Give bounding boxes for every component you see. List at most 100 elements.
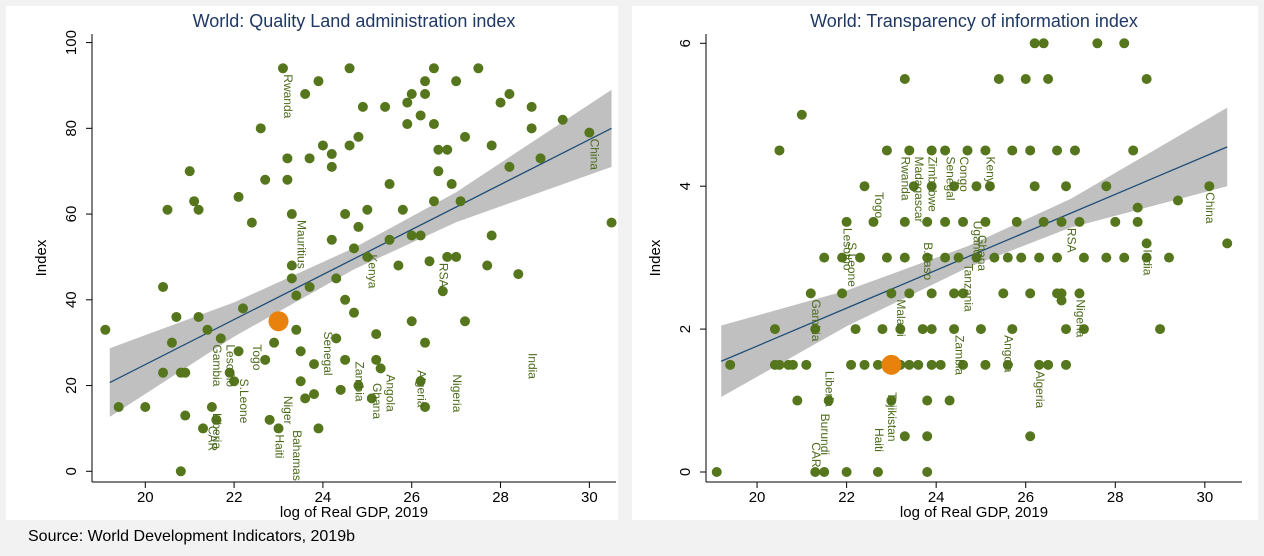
data-point — [344, 63, 355, 74]
data-point — [424, 256, 435, 267]
data-point — [801, 359, 812, 370]
point-label: Tanzania — [961, 264, 975, 312]
data-point — [917, 324, 928, 335]
data-point — [1155, 324, 1166, 335]
data-point — [823, 395, 834, 406]
point-label: Mauritius — [295, 220, 309, 269]
data-point — [922, 252, 933, 263]
point-label: Haiti — [872, 428, 886, 452]
data-point — [162, 204, 173, 215]
x-tick-label: 20 — [749, 489, 766, 506]
data-point — [180, 410, 191, 421]
highlight-point — [268, 311, 289, 332]
data-point — [774, 145, 785, 156]
data-point — [899, 252, 910, 263]
data-point — [940, 252, 951, 263]
data-point — [486, 230, 497, 241]
data-point — [1101, 252, 1112, 263]
data-point — [872, 466, 883, 477]
data-point — [1092, 38, 1103, 49]
point-label: Kenya — [984, 156, 998, 190]
data-point — [295, 376, 306, 387]
data-point — [895, 324, 906, 335]
data-point — [286, 273, 297, 284]
y-tick-label: 2 — [677, 325, 694, 333]
data-point — [433, 144, 444, 155]
data-point — [958, 288, 969, 299]
data-point — [1074, 216, 1085, 227]
data-point — [184, 166, 195, 177]
data-point — [769, 324, 780, 335]
data-point — [282, 174, 293, 185]
data-point — [300, 89, 311, 100]
panel — [6, 6, 618, 520]
data-point — [255, 123, 266, 134]
data-point — [202, 324, 213, 335]
data-point — [1007, 324, 1018, 335]
data-point — [711, 466, 722, 477]
data-point — [446, 179, 457, 190]
data-point — [291, 290, 302, 301]
point-label: RSA — [1064, 228, 1078, 253]
point-label: Angola — [383, 374, 397, 412]
data-point — [1141, 238, 1152, 249]
data-point — [980, 216, 991, 227]
point-label: China — [1203, 192, 1217, 224]
data-point — [841, 466, 852, 477]
y-tick-label: 0 — [677, 468, 694, 476]
x-tick-label: 30 — [1196, 489, 1213, 506]
data-point — [357, 101, 368, 112]
point-label: Senegal — [321, 332, 335, 376]
data-point — [353, 221, 364, 232]
data-point — [349, 307, 359, 318]
point-label: Gambia — [210, 344, 224, 386]
data-point — [158, 367, 169, 378]
data-point — [113, 401, 124, 412]
data-point — [442, 251, 453, 262]
data-point — [1056, 216, 1067, 227]
data-point — [922, 216, 933, 227]
data-point — [787, 359, 798, 370]
data-point — [495, 97, 506, 108]
data-point — [295, 346, 306, 357]
data-point — [1029, 181, 1040, 192]
data-point — [859, 359, 870, 370]
highlight-point — [881, 354, 902, 375]
data-point — [899, 431, 910, 442]
point-label: Togo — [250, 344, 264, 370]
data-point — [326, 149, 337, 160]
data-point — [926, 181, 937, 192]
data-point — [1078, 324, 1089, 335]
plot: World: Quality Land administration index… — [33, 11, 617, 521]
point-label: S.Leone — [237, 379, 251, 424]
data-point — [353, 380, 364, 391]
data-point — [1074, 288, 1085, 299]
data-point — [944, 395, 955, 406]
data-point — [1061, 181, 1072, 192]
data-point — [904, 288, 915, 299]
point-label: Zambia — [352, 362, 366, 402]
data-point — [841, 216, 852, 227]
point-label: Haiti — [272, 434, 286, 458]
point-label: Niger — [281, 396, 295, 425]
point-label: S.Leone — [845, 242, 859, 287]
point-label: RSA — [437, 263, 451, 288]
data-point — [850, 324, 861, 335]
data-point — [971, 252, 982, 263]
data-point — [926, 288, 937, 299]
data-point — [420, 337, 431, 348]
data-point — [913, 359, 924, 370]
y-tick-label: 40 — [63, 291, 80, 308]
data-point — [1038, 38, 1049, 49]
data-point — [810, 324, 821, 335]
data-point — [504, 89, 515, 100]
point-label: Togo — [872, 192, 886, 218]
data-point — [1043, 359, 1054, 370]
data-point — [1119, 252, 1130, 263]
data-point — [899, 74, 910, 85]
data-point — [260, 174, 271, 185]
point-label: Burundi — [818, 414, 832, 455]
x-tick-label: 22 — [226, 489, 243, 506]
data-point — [926, 324, 937, 335]
